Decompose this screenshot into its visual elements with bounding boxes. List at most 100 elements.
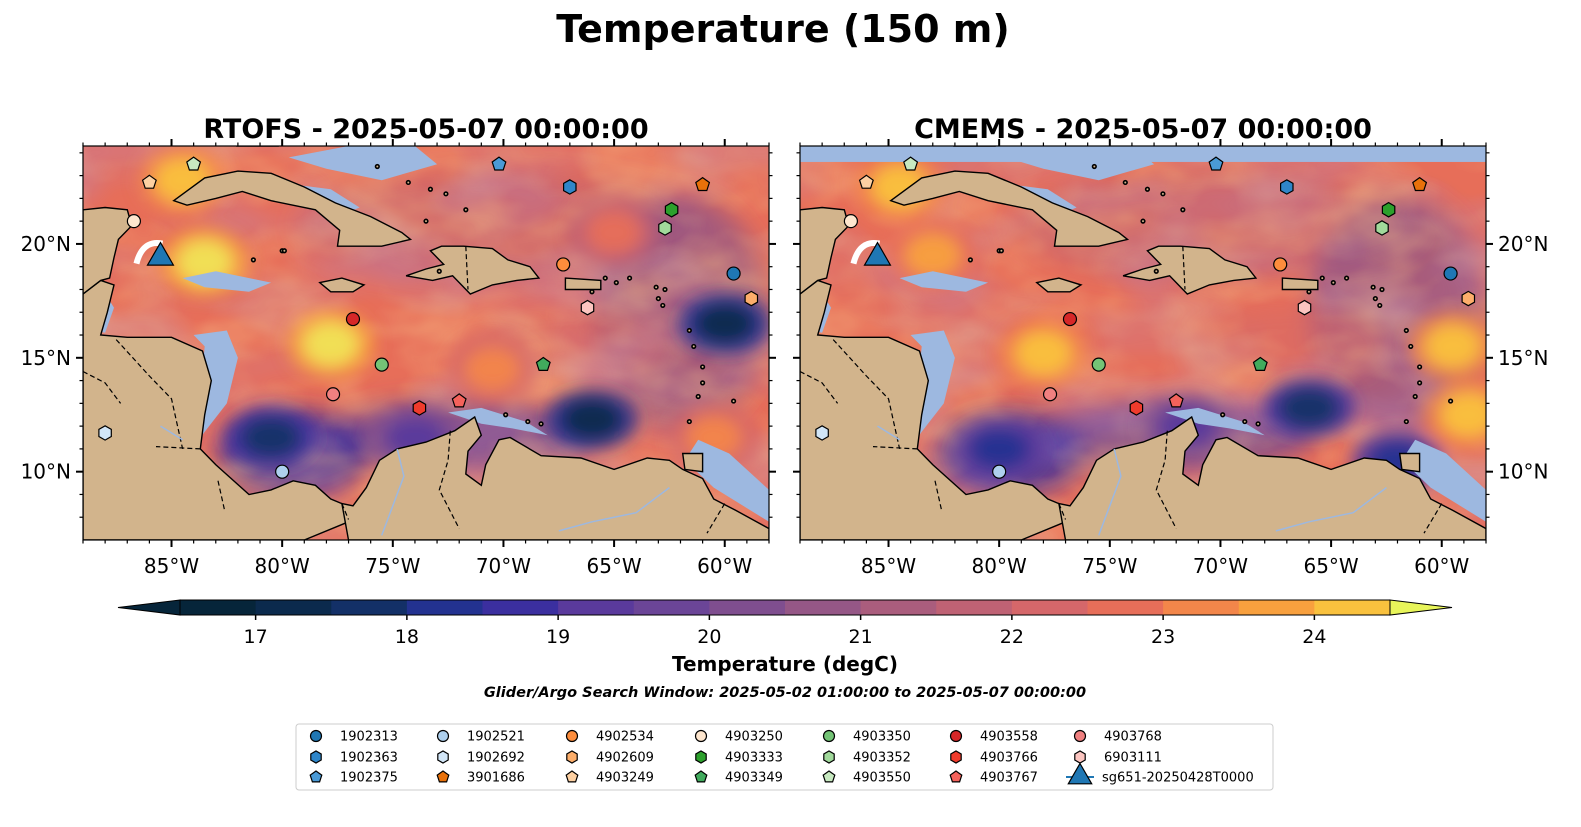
legend-marker bbox=[694, 729, 708, 743]
colorbar-segment bbox=[558, 600, 635, 615]
legend-label: 1902313 bbox=[340, 730, 398, 745]
argo-marker-4903768 bbox=[325, 387, 341, 402]
legend-marker bbox=[949, 770, 963, 783]
figure-title: Temperature (150 m) bbox=[556, 7, 1009, 51]
argo-marker-1902313 bbox=[1443, 266, 1458, 281]
argo-marker-4903350 bbox=[374, 357, 389, 372]
colorbar-segment bbox=[785, 600, 862, 615]
colorbar-label: Temperature (degC) bbox=[672, 652, 898, 676]
legend-marker bbox=[1074, 750, 1086, 764]
argo-marker-1902363 bbox=[1280, 179, 1294, 195]
legend-label: 3901686 bbox=[467, 771, 525, 786]
argo-marker-4903352 bbox=[658, 220, 672, 236]
colorbar-segment bbox=[255, 600, 332, 615]
legend-marker bbox=[822, 770, 836, 783]
argo-marker-1902375 bbox=[1208, 156, 1224, 171]
argo-marker-1902375 bbox=[491, 156, 507, 171]
legend-marker bbox=[950, 750, 962, 764]
x-tick-label: 60°W bbox=[697, 554, 752, 578]
argo-marker-4903333 bbox=[664, 201, 679, 218]
legend-marker bbox=[694, 770, 708, 783]
legend-label: 4903249 bbox=[596, 771, 654, 786]
legend-marker bbox=[310, 750, 322, 764]
legend-label: 4903767 bbox=[980, 771, 1038, 786]
argo-marker-4903250 bbox=[126, 214, 141, 229]
legend-marker bbox=[1067, 762, 1093, 785]
legend-label: 4903352 bbox=[853, 751, 911, 766]
y-tick-label: 10°N bbox=[21, 460, 71, 484]
argo-marker-4902609 bbox=[1461, 290, 1476, 307]
colorbar-segment bbox=[1314, 600, 1391, 615]
glider-track bbox=[133, 240, 164, 265]
legend-label: 4903350 bbox=[853, 730, 911, 745]
x-tick-label: 85°W bbox=[861, 554, 916, 578]
colorbar-segment bbox=[1011, 600, 1088, 615]
legend-marker bbox=[566, 750, 578, 764]
legend-marker bbox=[436, 729, 450, 743]
colorbar-segment bbox=[633, 600, 710, 615]
argo-marker-4903333 bbox=[1381, 201, 1396, 218]
no-data-strip bbox=[800, 146, 1486, 162]
legend-marker bbox=[949, 729, 963, 743]
colorbar-segment bbox=[936, 600, 1013, 615]
argo-marker-6903111 bbox=[1297, 299, 1312, 316]
legend-label: 4903766 bbox=[980, 751, 1038, 766]
x-tick-label: 75°W bbox=[1082, 554, 1137, 578]
argo-marker-4903767 bbox=[1168, 393, 1184, 408]
x-tick-label: 85°W bbox=[144, 554, 199, 578]
legend-marker bbox=[823, 750, 835, 764]
legend-label: 4902534 bbox=[596, 730, 654, 745]
y-tick-label: 20°N bbox=[1498, 232, 1548, 256]
argo-marker-4903350 bbox=[1091, 357, 1106, 372]
legend-marker bbox=[695, 750, 707, 764]
y-tick-label: 15°N bbox=[21, 346, 71, 370]
colorbar-tick-label: 18 bbox=[395, 626, 419, 648]
legend: 1902313 1902363 1902375 1902521 1902692 39016… bbox=[295, 723, 1274, 791]
cmems-panel-title: CMEMS - 2025-05-07 00:00:00 bbox=[914, 114, 1372, 145]
legend-label: 6903111 bbox=[1104, 751, 1162, 766]
argo-marker-4903249 bbox=[141, 174, 157, 189]
glider-marker bbox=[863, 241, 892, 266]
argo-marker-4903249 bbox=[858, 174, 874, 189]
colorbar-tick-label: 24 bbox=[1302, 626, 1326, 648]
x-tick-label: 70°W bbox=[1193, 554, 1248, 578]
glider-marker bbox=[146, 241, 175, 266]
legend-label: 4903333 bbox=[725, 751, 783, 766]
argo-marker-4902534 bbox=[556, 257, 571, 272]
legend-marker bbox=[437, 750, 449, 764]
x-tick-label: 80°W bbox=[972, 554, 1027, 578]
legend-label: 1902363 bbox=[340, 751, 398, 766]
argo-marker-4903767 bbox=[451, 393, 467, 408]
argo-marker-4903349 bbox=[535, 356, 551, 371]
legend-label: 4902609 bbox=[596, 751, 654, 766]
argo-marker-3901686 bbox=[695, 176, 711, 192]
legend-marker bbox=[436, 770, 450, 783]
x-tick-label: 75°W bbox=[365, 554, 420, 578]
colorbar-tick-label: 19 bbox=[546, 626, 570, 648]
y-tick-label: 20°N bbox=[21, 232, 71, 256]
legend-label: 1902375 bbox=[340, 771, 398, 786]
y-tick-label: 10°N bbox=[1498, 460, 1548, 484]
legend-label: 4903349 bbox=[725, 771, 783, 786]
legend-marker bbox=[822, 729, 836, 743]
colorbar-tick-label: 23 bbox=[1151, 626, 1175, 648]
cmems-map-panel: 85°W 80°W 75°W 70°W 65°W 60°W 20°N 15°N 10°N bbox=[793, 139, 1548, 578]
land-layer bbox=[800, 146, 1486, 540]
argo-marker-6903111 bbox=[580, 299, 595, 316]
colorbar-segment bbox=[1238, 600, 1315, 615]
legend-marker bbox=[565, 729, 579, 743]
argo-marker-1902521 bbox=[992, 464, 1007, 479]
legend-marker bbox=[309, 729, 323, 743]
land-layer bbox=[83, 146, 769, 540]
argo-marker-1902363 bbox=[563, 179, 577, 195]
colorbar-tick-label: 22 bbox=[1000, 626, 1024, 648]
search-window-text: Glider/Argo Search Window: 2025-05-02 01… bbox=[484, 685, 1086, 701]
argo-marker-4903250 bbox=[843, 214, 858, 229]
x-tick-label: 70°W bbox=[476, 554, 531, 578]
legend-marker bbox=[309, 770, 323, 783]
argo-marker-4903558 bbox=[345, 311, 361, 327]
argo-marker-4903766 bbox=[1129, 400, 1144, 416]
x-tick-label: 60°W bbox=[1414, 554, 1469, 578]
argo-marker-4902609 bbox=[744, 290, 759, 307]
argo-marker-4903550 bbox=[186, 156, 202, 171]
